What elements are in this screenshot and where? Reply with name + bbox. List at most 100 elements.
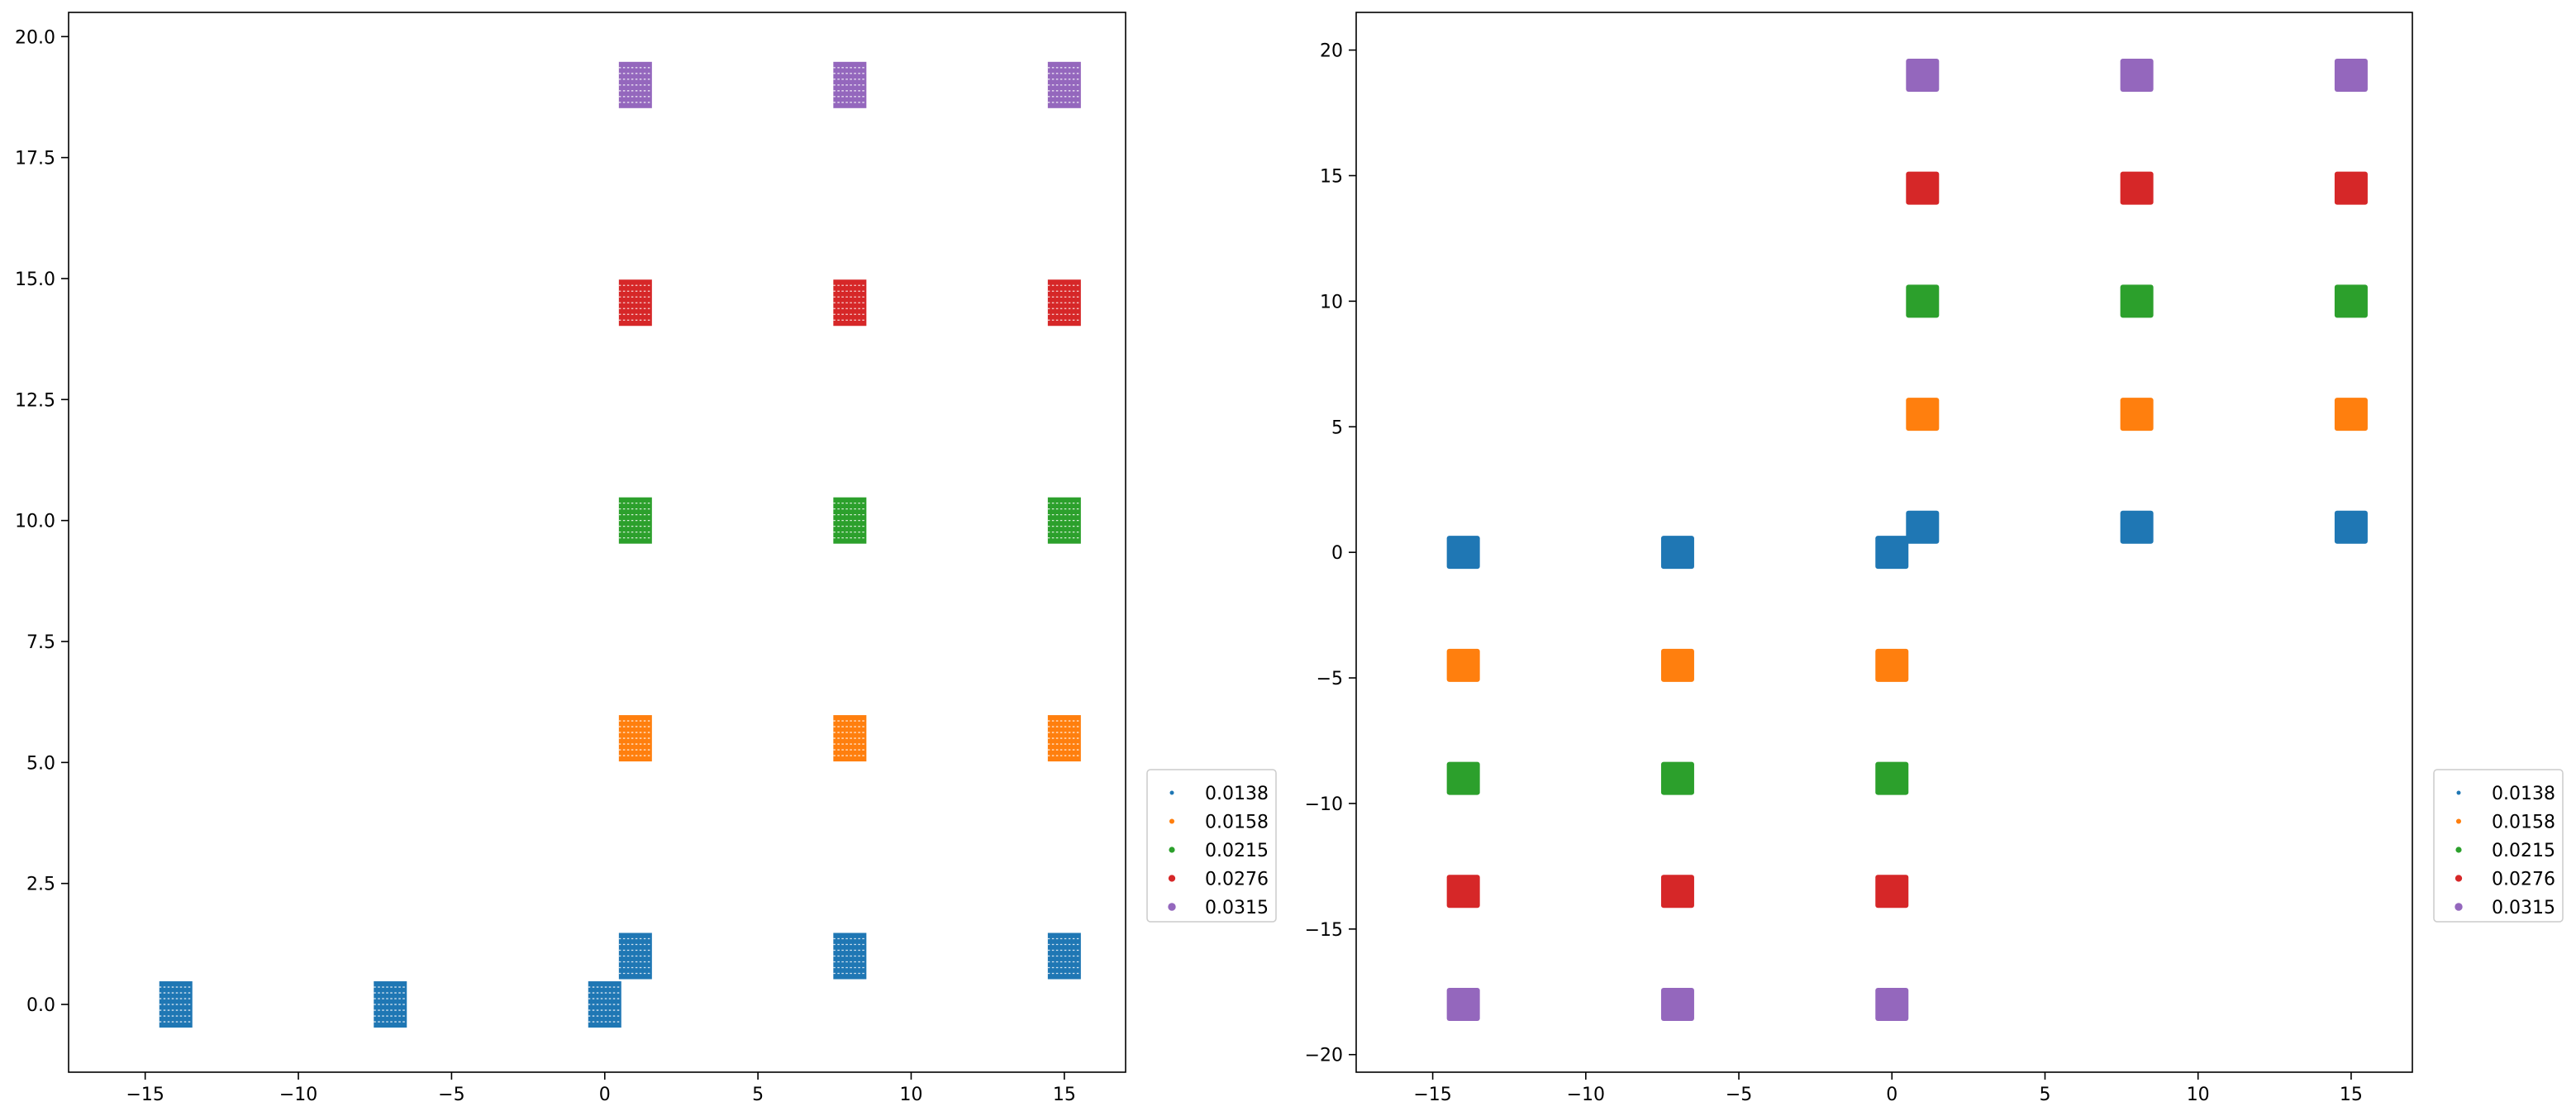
legend-label: 0.0276 bbox=[2492, 870, 2555, 890]
series-0.0315 bbox=[1446, 58, 2368, 1021]
legend-entry: 0.0315 bbox=[1168, 898, 1269, 918]
x-tick-label: 0 bbox=[1886, 1085, 1897, 1105]
plot-area bbox=[68, 12, 1126, 1073]
data-point bbox=[1446, 875, 1480, 909]
legend-marker bbox=[1168, 903, 1176, 911]
series-0.0276 bbox=[1446, 171, 2368, 909]
y-tick-label: 10.0 bbox=[15, 512, 55, 532]
data-point bbox=[1047, 279, 1081, 327]
y-tick-label: 10 bbox=[1320, 292, 1343, 312]
series-0.0138 bbox=[1446, 510, 2368, 570]
legend-entry: 0.0215 bbox=[2455, 841, 2555, 861]
x-tick-label: −15 bbox=[1413, 1085, 1451, 1105]
legend-marker bbox=[2455, 875, 2463, 882]
legend-entry: 0.0158 bbox=[2455, 813, 2555, 833]
data-point bbox=[2120, 510, 2154, 544]
data-point bbox=[1906, 510, 1940, 544]
data-point bbox=[1446, 987, 1480, 1021]
data-points bbox=[159, 61, 1081, 1028]
data-point bbox=[618, 497, 652, 544]
y-tick-label: 7.5 bbox=[26, 632, 55, 653]
x-tick-label: 10 bbox=[2187, 1085, 2210, 1105]
series-0.0215 bbox=[618, 497, 1081, 544]
y-tick-label: 17.5 bbox=[15, 149, 55, 169]
x-tick-label: −10 bbox=[1567, 1085, 1605, 1105]
legend-label: 0.0138 bbox=[1205, 784, 1269, 804]
data-point bbox=[159, 981, 193, 1028]
legend-entry: 0.0138 bbox=[1169, 784, 1269, 804]
legend-marker bbox=[2455, 847, 2462, 853]
legend-entry: 0.0315 bbox=[2455, 898, 2555, 918]
data-point bbox=[833, 715, 867, 762]
x-tick-label: 15 bbox=[1053, 1085, 1076, 1105]
data-point bbox=[1875, 648, 1909, 682]
legend-label: 0.0315 bbox=[2492, 898, 2555, 918]
data-point bbox=[1906, 171, 1940, 205]
legend-marker bbox=[1169, 847, 1175, 853]
y-tick-label: 0 bbox=[1331, 543, 1343, 564]
legend-label: 0.0158 bbox=[2492, 813, 2555, 833]
y-tick-label: −10 bbox=[1305, 794, 1343, 815]
data-point bbox=[1446, 536, 1480, 570]
legend-entry: 0.0158 bbox=[1169, 813, 1269, 833]
data-point bbox=[374, 981, 407, 1028]
data-point bbox=[1660, 536, 1694, 570]
data-point bbox=[2334, 398, 2368, 432]
y-tick-label: 20 bbox=[1320, 41, 1343, 62]
data-points bbox=[1446, 58, 2368, 1021]
data-point bbox=[1906, 398, 1940, 432]
y-tick-label: 5.0 bbox=[26, 753, 55, 774]
x-tick-label: −5 bbox=[438, 1085, 464, 1105]
y-tick-label: 15.0 bbox=[15, 269, 55, 290]
legend-marker bbox=[2455, 903, 2463, 911]
data-point bbox=[1660, 648, 1694, 682]
data-point bbox=[2120, 398, 2154, 432]
y-tick-label: 15 bbox=[1320, 166, 1343, 187]
legend: 0.0138 0.0158 0.0215 0.0276 0.0315 bbox=[2433, 769, 2564, 923]
data-point bbox=[618, 932, 652, 980]
left-scatter-plot: −15 −10 −5 0 5 10 15 0.0 2.5 5.0 7.5 10.0 12.5 15.0 17… bbox=[15, 12, 1277, 1105]
y-tick-label: −5 bbox=[1317, 669, 1343, 689]
legend-entry: 0.0138 bbox=[2456, 784, 2555, 804]
series-0.0158 bbox=[1446, 398, 2368, 682]
data-point bbox=[1906, 284, 1940, 318]
x-tick-label: −5 bbox=[1726, 1085, 1752, 1105]
data-point bbox=[833, 932, 867, 980]
legend-marker bbox=[1169, 818, 1175, 824]
series-0.0315 bbox=[618, 61, 1081, 108]
legend-label: 0.0138 bbox=[2492, 784, 2555, 804]
legend-box bbox=[2433, 769, 2564, 923]
data-point bbox=[1875, 875, 1909, 909]
legend-label: 0.0215 bbox=[1205, 841, 1269, 861]
y-tick-label: 2.5 bbox=[26, 875, 55, 895]
data-point bbox=[1660, 875, 1694, 909]
legend: 0.0138 0.0158 0.0215 0.0276 0.0315 bbox=[1146, 769, 1277, 923]
legend-box bbox=[1146, 769, 1277, 923]
data-point bbox=[2120, 284, 2154, 318]
data-point bbox=[1446, 648, 1480, 682]
legend-label: 0.0276 bbox=[1205, 870, 1269, 890]
data-point bbox=[1047, 715, 1081, 762]
y-tick-label: 5 bbox=[1331, 417, 1343, 438]
data-point bbox=[833, 497, 867, 544]
data-point bbox=[1047, 932, 1081, 980]
y-tick-label: 20.0 bbox=[15, 27, 55, 48]
data-point bbox=[1875, 761, 1909, 795]
data-point bbox=[2334, 510, 2368, 544]
y-tick-label: −15 bbox=[1305, 920, 1343, 941]
series-0.0138 bbox=[159, 932, 1081, 1028]
x-tick-label: −10 bbox=[279, 1085, 317, 1105]
right-scatter-plot: −15 −10 −5 0 5 10 15−20−15−10−5051015200.01380… bbox=[1305, 12, 2564, 1105]
data-point bbox=[2120, 171, 2154, 205]
y-tick-label: 12.5 bbox=[15, 390, 55, 411]
legend-marker bbox=[1168, 875, 1176, 882]
data-point bbox=[1047, 61, 1081, 108]
x-tick-label: 5 bbox=[2039, 1085, 2050, 1105]
data-point bbox=[2334, 58, 2368, 92]
x-tick-label: 15 bbox=[2340, 1085, 2363, 1105]
x-tick-label: 10 bbox=[899, 1085, 922, 1105]
data-point bbox=[1660, 987, 1694, 1021]
x-tick-label: 0 bbox=[599, 1085, 611, 1105]
legend-label: 0.0215 bbox=[2492, 841, 2555, 861]
